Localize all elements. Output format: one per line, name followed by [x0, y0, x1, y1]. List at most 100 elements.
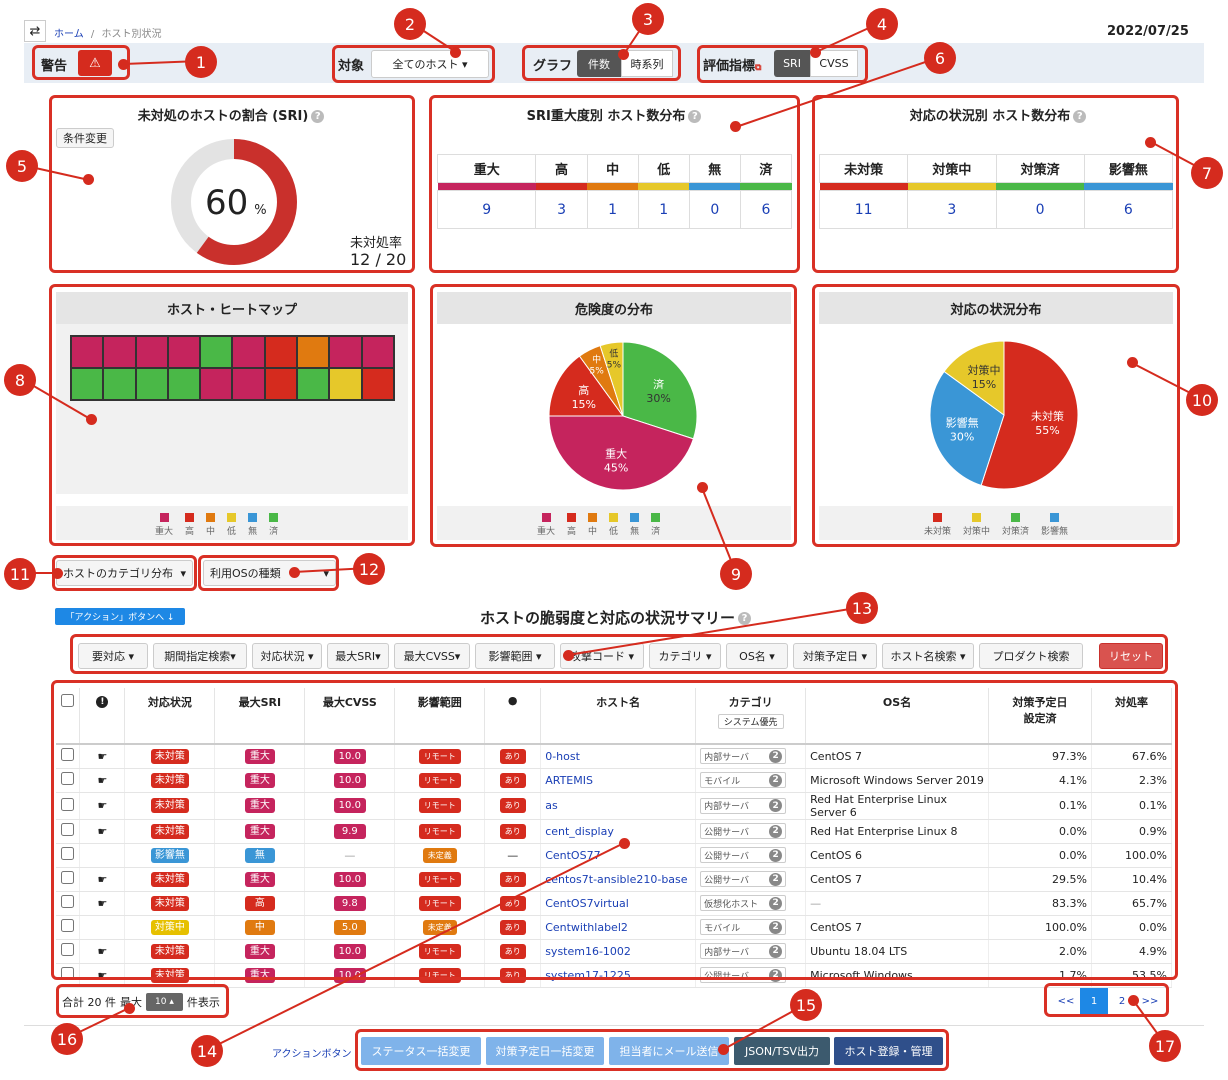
host-link[interactable]: ARTEMIS [545, 773, 593, 787]
heatmap-cell[interactable] [264, 336, 298, 368]
heatmap-cell[interactable] [361, 336, 394, 368]
column-header[interactable]: ! [79, 688, 126, 745]
pie-slice[interactable] [980, 340, 1079, 490]
sev-value[interactable]: 9 [436, 190, 537, 229]
pie-slice[interactable] [943, 340, 1005, 416]
heatmap-cell[interactable] [200, 336, 233, 368]
heatmap-cell[interactable] [167, 368, 201, 400]
heatmap-cell[interactable] [103, 336, 136, 368]
heatmap-cell[interactable] [167, 336, 201, 368]
sev-header: 済 [739, 154, 793, 183]
status-value[interactable]: 0 [995, 190, 1085, 229]
column-header[interactable]: 影響範囲 [394, 688, 486, 745]
graph-count-button[interactable]: 件数 [577, 50, 621, 77]
heatmap-cell[interactable] [135, 368, 168, 400]
column-header[interactable]: カテゴリ システム優先 [695, 688, 807, 745]
system-priority-button[interactable]: システム優先 [717, 714, 784, 729]
condition-change-button[interactable]: 条件変更 [56, 128, 114, 148]
pie-slice[interactable] [929, 370, 1005, 487]
heatmap-cell[interactable] [329, 368, 362, 400]
row-checkbox[interactable] [61, 967, 75, 980]
column-header[interactable]: 対策予定日 設定済 [988, 688, 1092, 745]
sidebar-toggle-button[interactable]: ⇄ [24, 20, 46, 42]
heatmap-cell[interactable] [103, 368, 136, 400]
heatmap-cell[interactable] [232, 336, 265, 368]
host-link[interactable]: 0-host [545, 749, 580, 763]
heatmap-cell[interactable] [297, 336, 330, 368]
sev-value[interactable]: 0 [688, 190, 741, 229]
row-checkbox[interactable] [61, 748, 75, 762]
page-link[interactable]: << [1057, 995, 1075, 1007]
column-header[interactable]: 最大CVSS [304, 688, 396, 745]
column-header[interactable]: ホスト名 [540, 688, 697, 745]
sev-value[interactable]: 1 [637, 190, 690, 229]
status-value[interactable]: 3 [907, 190, 997, 229]
action-button[interactable]: 担当者にメール送信 [609, 1037, 729, 1065]
row-checkbox[interactable] [61, 823, 75, 836]
column-header[interactable] [56, 688, 81, 745]
heatmap-cell[interactable] [329, 336, 362, 368]
filter-button[interactable]: 最大SRI▾ [327, 643, 389, 669]
help-icon[interactable]: ? [1073, 110, 1087, 123]
pie-label: 低 [609, 348, 618, 360]
heatmap-cell[interactable] [135, 336, 168, 368]
table-row[interactable]: ☛ 未対策 重大 10.0 リモート あり 0-host 内部サーバ 2 CentOS 7 97.3… [56, 744, 1173, 769]
page-link[interactable]: 1 [1080, 988, 1108, 1014]
table-cell: Microsoft Windows [805, 963, 990, 988]
help-icon[interactable]: ? [688, 110, 702, 123]
row-checkbox[interactable] [61, 797, 75, 811]
help-icon[interactable]: ? [311, 110, 325, 123]
heatmap-cell[interactable] [361, 368, 394, 400]
warning-button[interactable]: ⚠ [78, 50, 112, 76]
select-all-checkbox[interactable] [61, 694, 75, 707]
pie-slice[interactable] [548, 355, 624, 417]
column-header[interactable]: 対処率 [1091, 688, 1173, 745]
page-link[interactable]: 2 [1118, 995, 1126, 1007]
row-checkbox[interactable] [61, 772, 75, 785]
pie-slice[interactable] [622, 341, 698, 440]
filter-button[interactable]: 期間指定検索▾ [153, 643, 247, 669]
pie-slice[interactable] [599, 341, 624, 417]
table-cell: 重大 [214, 792, 306, 820]
heatmap-cell[interactable] [232, 368, 265, 400]
column-header[interactable]: OS名 [805, 688, 990, 745]
filter-button[interactable]: 影響範囲 ▾ [475, 643, 555, 669]
pie-label: 中 [592, 353, 601, 365]
help-icon[interactable]: ? [738, 612, 752, 625]
row-checkbox[interactable] [61, 871, 75, 884]
heatmap-cell[interactable] [297, 368, 330, 400]
row-checkbox[interactable] [61, 847, 75, 860]
sev-value[interactable]: 6 [739, 190, 793, 229]
table-row[interactable]: ☛ 未対策 重大 9.9 リモート あり cent_display 公開サーバ 2 Red Hat… [56, 819, 1173, 844]
heatmap-cell[interactable] [200, 368, 233, 400]
column-header[interactable]: ● [484, 688, 542, 745]
table-row[interactable]: ☛ 未対策 重大 10.0 リモート あり as 内部サーバ 2 Red Hat Enterpri… [56, 792, 1173, 820]
status-value[interactable]: 11 [818, 190, 909, 229]
column-header[interactable]: 対応状況 [124, 688, 216, 745]
filter-button[interactable]: ホスト名検索 ▾ [882, 643, 974, 669]
status-value[interactable]: 6 [1083, 190, 1174, 229]
category-dist-select[interactable]: ホストのカテゴリ分布 ▾ [56, 560, 193, 586]
heatmap-cell[interactable] [264, 368, 298, 400]
table-row[interactable]: ☛ 未対策 重大 10.0 リモート あり ARTEMIS モバイル 2 Microsoft Wi… [56, 768, 1173, 793]
host-link[interactable]: cent_display [545, 824, 614, 838]
filter-button[interactable]: リセット [1099, 643, 1163, 669]
filter-button[interactable]: 対応状況 ▾ [252, 643, 322, 669]
row-checkbox[interactable] [61, 895, 75, 908]
filter-button[interactable]: プロダクト検索 [979, 643, 1083, 669]
pie-slice[interactable] [548, 415, 695, 491]
filter-button[interactable]: 最大CVSS▾ [394, 643, 470, 669]
sev-value[interactable]: 1 [586, 190, 639, 229]
action-button[interactable]: ホスト登録・管理 [834, 1037, 943, 1065]
action-jump-button[interactable]: 「アクション」ボタンへ ↓ [55, 608, 185, 625]
heatmap-cell[interactable] [71, 336, 104, 368]
breadcrumb-home[interactable]: ホーム [54, 29, 84, 40]
filter-button[interactable]: 要対応 ▾ [78, 643, 148, 669]
row-checkbox[interactable] [61, 943, 75, 956]
page-size-select[interactable]: 10 ▴ [146, 993, 183, 1011]
os-type-select[interactable]: 利用OSの種類 ▾ [203, 560, 336, 586]
host-link[interactable]: as [545, 799, 558, 812]
column-header[interactable]: 最大SRI [214, 688, 306, 745]
row-checkbox[interactable] [61, 919, 75, 932]
sev-value[interactable]: 3 [535, 190, 588, 229]
